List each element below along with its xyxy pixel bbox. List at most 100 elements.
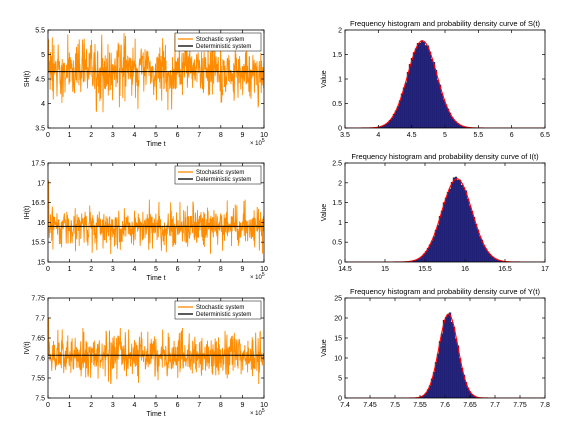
histogram-bar: [482, 245, 486, 262]
plot-area: [345, 312, 545, 398]
x-tick-label: 2: [89, 132, 93, 139]
histogram-bar: [464, 190, 468, 262]
histogram-bar: [414, 48, 418, 128]
chart-title: Frequency histogram and probability dens…: [351, 152, 539, 161]
x-tick-label: 7.4: [340, 402, 350, 409]
histogram-bar: [478, 236, 482, 262]
y-tick-label: 25: [334, 296, 342, 303]
chart-panel-2: 3.5 4 4.5 5 5.5 6 6.5 0 0.5 1 1.5 2 Value Frequency h…: [321, 19, 550, 139]
chart-panel-3: 0 1 2 3 4 5 6 7 8 9 10 15 15.5 16 16.5 17 17.5 Time t × 10…: [24, 161, 268, 283]
histogram-bar: [442, 202, 446, 262]
x-axis-label: Time t: [146, 275, 165, 282]
x-tick-label: 5.5: [473, 132, 483, 139]
x-tick-label: 8: [219, 132, 223, 139]
x-tick-label: 1: [68, 402, 72, 409]
x-tick-label: 0: [46, 132, 50, 139]
x-tick-label: 4: [132, 402, 136, 409]
histogram-bar: [436, 353, 440, 398]
y-tick-label: 20: [334, 316, 342, 323]
plot-area: [48, 33, 264, 113]
y-tick-label: 7.6: [35, 356, 45, 363]
stochastic-series-line: [48, 317, 264, 385]
x-tick-label: 10: [260, 402, 268, 409]
histogram-bar: [442, 319, 446, 398]
y-axis-label: Value: [321, 204, 328, 221]
histogram-bar: [436, 80, 440, 128]
histogram-bar: [458, 358, 462, 398]
x-tick-label: 4: [376, 132, 380, 139]
histogram-bar: [440, 333, 444, 398]
histogram-bar: [402, 87, 406, 128]
x-tick-label: 3: [111, 402, 115, 409]
x-tick-label: 7: [197, 402, 201, 409]
y-tick-label: 1: [338, 220, 342, 227]
y-tick-label: 16: [37, 220, 45, 227]
x-tick-label: 7.45: [363, 402, 377, 409]
x-tick-label: 4.5: [407, 132, 417, 139]
histogram-bar: [444, 197, 448, 262]
x-tick-label: 9: [240, 402, 244, 409]
x-axis-label: Time t: [146, 411, 165, 418]
y-tick-label: 2: [338, 28, 342, 35]
plot-area: [345, 40, 545, 128]
x-tick-label: 4: [132, 266, 136, 273]
x-tick-label: 2: [89, 402, 93, 409]
histogram-bar: [450, 116, 454, 128]
x-tick-label: 5: [154, 266, 158, 273]
histogram-bar: [476, 229, 480, 262]
histogram-bar: [450, 182, 454, 262]
x-tick-label: 7.7: [490, 402, 500, 409]
histogram-bar: [410, 58, 414, 128]
y-tick-label: 2: [338, 180, 342, 187]
x-tick-label: 3: [111, 266, 115, 273]
x-tick-label: 3: [111, 132, 115, 139]
histogram-bar: [440, 210, 444, 262]
y-tick-label: 15.5: [31, 240, 45, 247]
chart-title: Frequency histogram and probability dens…: [350, 287, 540, 296]
x-tick-label: 16: [461, 266, 469, 273]
histogram-bar: [424, 45, 428, 128]
x-tick-label: 6: [176, 402, 180, 409]
histogram-bar: [406, 71, 410, 128]
y-tick-label: 17.5: [31, 161, 45, 168]
axes-box: [344, 162, 546, 263]
histogram-bar: [438, 341, 442, 398]
histogram-bar: [448, 188, 452, 262]
x-tick-label: 16.5: [498, 266, 512, 273]
y-tick-label: 7.7: [35, 316, 45, 323]
x-tick-label: 5: [154, 132, 158, 139]
legend-entry: Deterministic system: [196, 44, 251, 50]
histogram-bar: [420, 40, 424, 128]
legend-box: [174, 32, 262, 52]
histogram-bar: [434, 229, 438, 262]
chart-panel-5: 0 1 2 3 4 5 6 7 8 9 10 7.5 7.55 7.6 7.65 7.7 7.75 Time t ×…: [24, 296, 268, 419]
x-tick-label: 7.5: [390, 402, 400, 409]
x-tick-label: 6.5: [540, 132, 550, 139]
plot-area: [48, 180, 264, 255]
x-tick-label: 15.5: [418, 266, 432, 273]
chart-panel-6: 7.4 7.45 7.5 7.55 7.6 7.65 7.7 7.75 7.8 0 5 10 15 20 2…: [321, 287, 550, 409]
histogram-bar: [446, 192, 450, 262]
histogram-bar: [472, 216, 476, 262]
y-axis-label: SH(t): [24, 71, 31, 87]
histogram-bar: [470, 211, 474, 262]
y-axis-label: IV(t): [24, 341, 31, 354]
histogram-bar: [456, 180, 460, 262]
x-tick-label: 3.5: [340, 132, 350, 139]
y-tick-label: 0: [338, 260, 342, 267]
density-curve: [345, 313, 545, 398]
y-tick-label: 7.75: [31, 296, 45, 303]
stochastic-series-line: [48, 180, 264, 255]
histogram-bar: [460, 184, 464, 262]
legend-box: [174, 165, 262, 185]
histogram-bar: [416, 43, 420, 128]
y-tick-label: 15: [37, 260, 45, 267]
x-tick-label: 7.6: [440, 402, 450, 409]
x-tick-label: 7.75: [513, 402, 527, 409]
chart-title: Frequency histogram and probability dens…: [350, 19, 541, 28]
x-tick-label: 15: [381, 266, 389, 273]
histogram-bar: [430, 240, 434, 262]
legend-entry: Deterministic system: [196, 312, 251, 318]
